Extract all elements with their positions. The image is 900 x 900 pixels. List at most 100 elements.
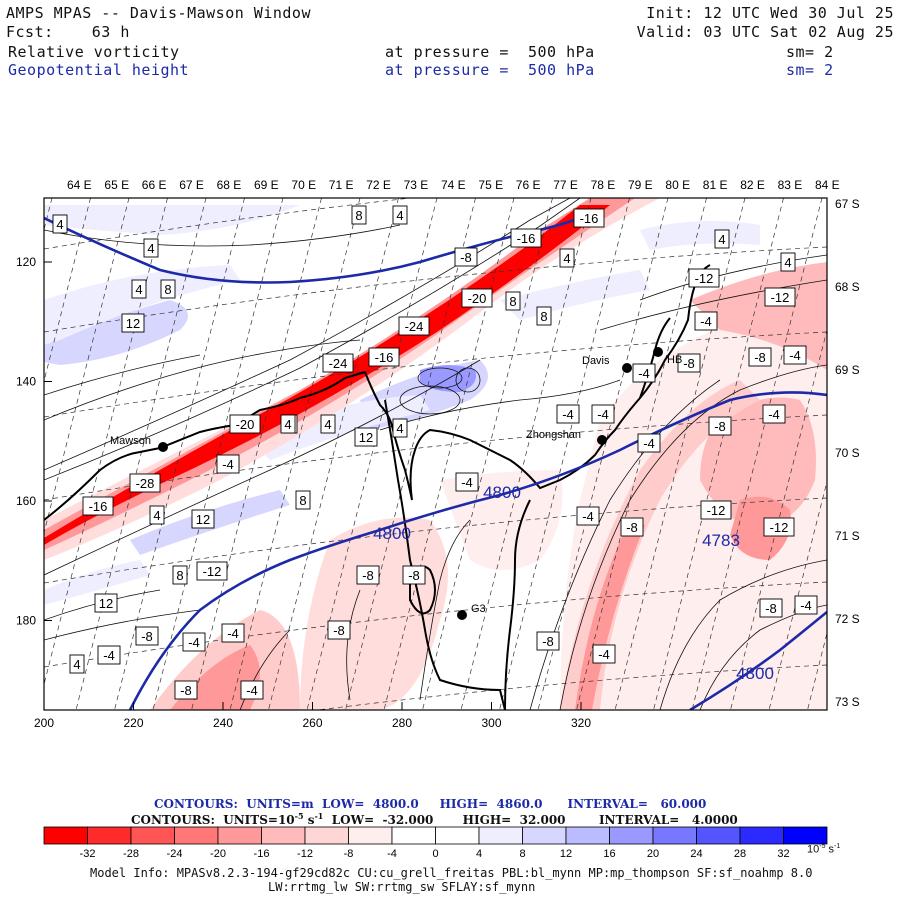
x-tick-label: 200 — [34, 716, 54, 730]
y-tick-label: 160 — [16, 494, 36, 508]
vorticity-shade-east-inner — [730, 496, 791, 560]
vorticity-label-box — [591, 404, 615, 424]
station-dot — [457, 610, 467, 620]
vorticity-label-box — [121, 313, 145, 333]
field2-level: at pressure = 500 hPa — [385, 61, 595, 79]
latitude-line — [44, 246, 827, 333]
vorticity-label-box — [392, 418, 408, 438]
vorticity-label-box — [559, 248, 575, 268]
vorticity-label-box — [510, 228, 542, 248]
colorbar-label: -32 — [80, 848, 96, 860]
longitude-line — [537, 198, 669, 710]
longitude-label: 77 E — [553, 178, 578, 192]
vorticity-label-box — [97, 645, 121, 665]
station-hb: HB — [653, 347, 682, 366]
longitude-line — [268, 198, 399, 710]
colorbar-label: 16 — [603, 848, 615, 860]
colorbar-swatch — [43, 826, 88, 845]
station-davis: Davis — [582, 355, 632, 373]
coastline-inlet — [504, 499, 531, 710]
height-labels: 4800 4800 4783 4800 — [373, 483, 774, 683]
colorbar-swatch — [609, 826, 654, 845]
station-label: Mawson — [110, 435, 151, 447]
vorticity-contour-20 — [379, 379, 621, 431]
axis-ticks — [43, 261, 582, 710]
vorticity-shade-trough — [440, 470, 563, 570]
x-tick-label: 320 — [571, 716, 591, 730]
vorticity-label-text: 4 — [56, 217, 63, 232]
vorticity-label-text: -8 — [683, 356, 695, 371]
colorbar-swatch — [304, 826, 349, 845]
colorbar-swatch — [522, 826, 567, 845]
vorticity-label-text: -4 — [700, 314, 712, 329]
longitude-line — [730, 328, 827, 710]
vorticity-label-text: 8 — [299, 493, 306, 508]
vorticity-label: -8 — [135, 626, 159, 646]
vorticity-label-box — [632, 363, 656, 383]
longitude-line — [576, 198, 707, 710]
vorticity-label-box — [160, 279, 176, 299]
vorticity-label-text: -4 — [461, 475, 473, 490]
longitude-label: 68 E — [217, 178, 242, 192]
vorticity-label-text: 4 — [284, 417, 291, 432]
stations: Mawson Davis Zhongshan G3 HB — [110, 347, 682, 620]
height-label: 4800 — [736, 664, 774, 683]
colorbar-swatch — [783, 826, 828, 845]
longitude-label: 70 E — [291, 178, 316, 192]
vorticity-shade-band-core — [575, 520, 645, 710]
vorticity-label: -16 — [573, 208, 605, 228]
vorticity-label-box — [135, 626, 159, 646]
coastline-amery — [364, 264, 711, 501]
colorbar-label: -12 — [297, 848, 313, 860]
colorbar-labels: -32 -28 -24 -20 -16 -12 -8 -4 0 4 8 12 16 20 24 28 32 — [80, 848, 790, 860]
longitude-line — [691, 198, 823, 710]
vorticity-label: -4 — [591, 404, 615, 424]
x-tick-label: 240 — [213, 716, 233, 730]
vorticity-contour-17 — [417, 367, 463, 389]
vorticity-label: 8 — [351, 205, 367, 225]
vorticity-label: -8 — [356, 565, 380, 585]
vorticity-label-text: 4 — [153, 508, 160, 523]
vorticity-label-box — [573, 208, 605, 228]
station-mawson: Mawson — [110, 435, 168, 452]
station-zhongshan: Zhongshan — [526, 429, 607, 445]
vorticity-labels: -16 -16 -20 -24 -24 -16 -20 -28 -16 -8 -4 -4 -4 -8 -4 -… — [52, 205, 818, 700]
cb-units-sup2: -1 — [834, 843, 841, 850]
vorticity-label: -8 — [708, 416, 732, 436]
vorticity-contour-13 — [659, 559, 827, 710]
contour-info-vorticity: CONTOURS: UNITS=10-5 s-1 LOW= -32.000 HI… — [131, 811, 738, 827]
vorticity-label-text: -12 — [203, 564, 222, 579]
vorticity-label-box — [143, 238, 159, 258]
vorticity-label-box — [708, 416, 732, 436]
vorticity-label-text: -24 — [405, 319, 424, 334]
vorticity-contour-9 — [599, 279, 827, 331]
vorticity-label: -4 — [221, 623, 245, 643]
vorticity-label: -4 — [783, 345, 807, 365]
fcst-value: 63 h — [91, 23, 130, 41]
longitude-label: 69 E — [254, 178, 279, 192]
vorticity-label-text: 4 — [396, 421, 403, 436]
vorticity-label-text: 4 — [563, 251, 570, 266]
vorticity-label-text: -16 — [517, 231, 536, 246]
y-tick-label: 140 — [16, 375, 36, 389]
height-label: 4800 — [373, 524, 411, 543]
longitude-line — [44, 198, 130, 535]
vorticity-label-text: -8 — [542, 634, 554, 649]
vorticity-label-box — [620, 517, 644, 537]
colorbar — [43, 826, 828, 845]
vorticity-label-box — [172, 565, 188, 585]
vorticity-label-text: -4 — [789, 348, 801, 363]
vorticity-shade-west — [44, 300, 188, 365]
latitude-line — [44, 331, 827, 418]
vorticity-label-text: 4 — [73, 657, 80, 672]
colorbar-label: 20 — [647, 848, 659, 860]
vorticity-label: -4 — [576, 506, 600, 526]
vorticity-label-box — [764, 287, 796, 307]
vorticity-label: -8 — [677, 353, 701, 373]
vorticity-contour-11 — [44, 609, 201, 641]
latitude-line — [44, 581, 827, 668]
station-label: HB — [667, 354, 682, 366]
vorticity-label: -8 — [759, 598, 783, 618]
colorbar-label: 0 — [432, 848, 438, 860]
